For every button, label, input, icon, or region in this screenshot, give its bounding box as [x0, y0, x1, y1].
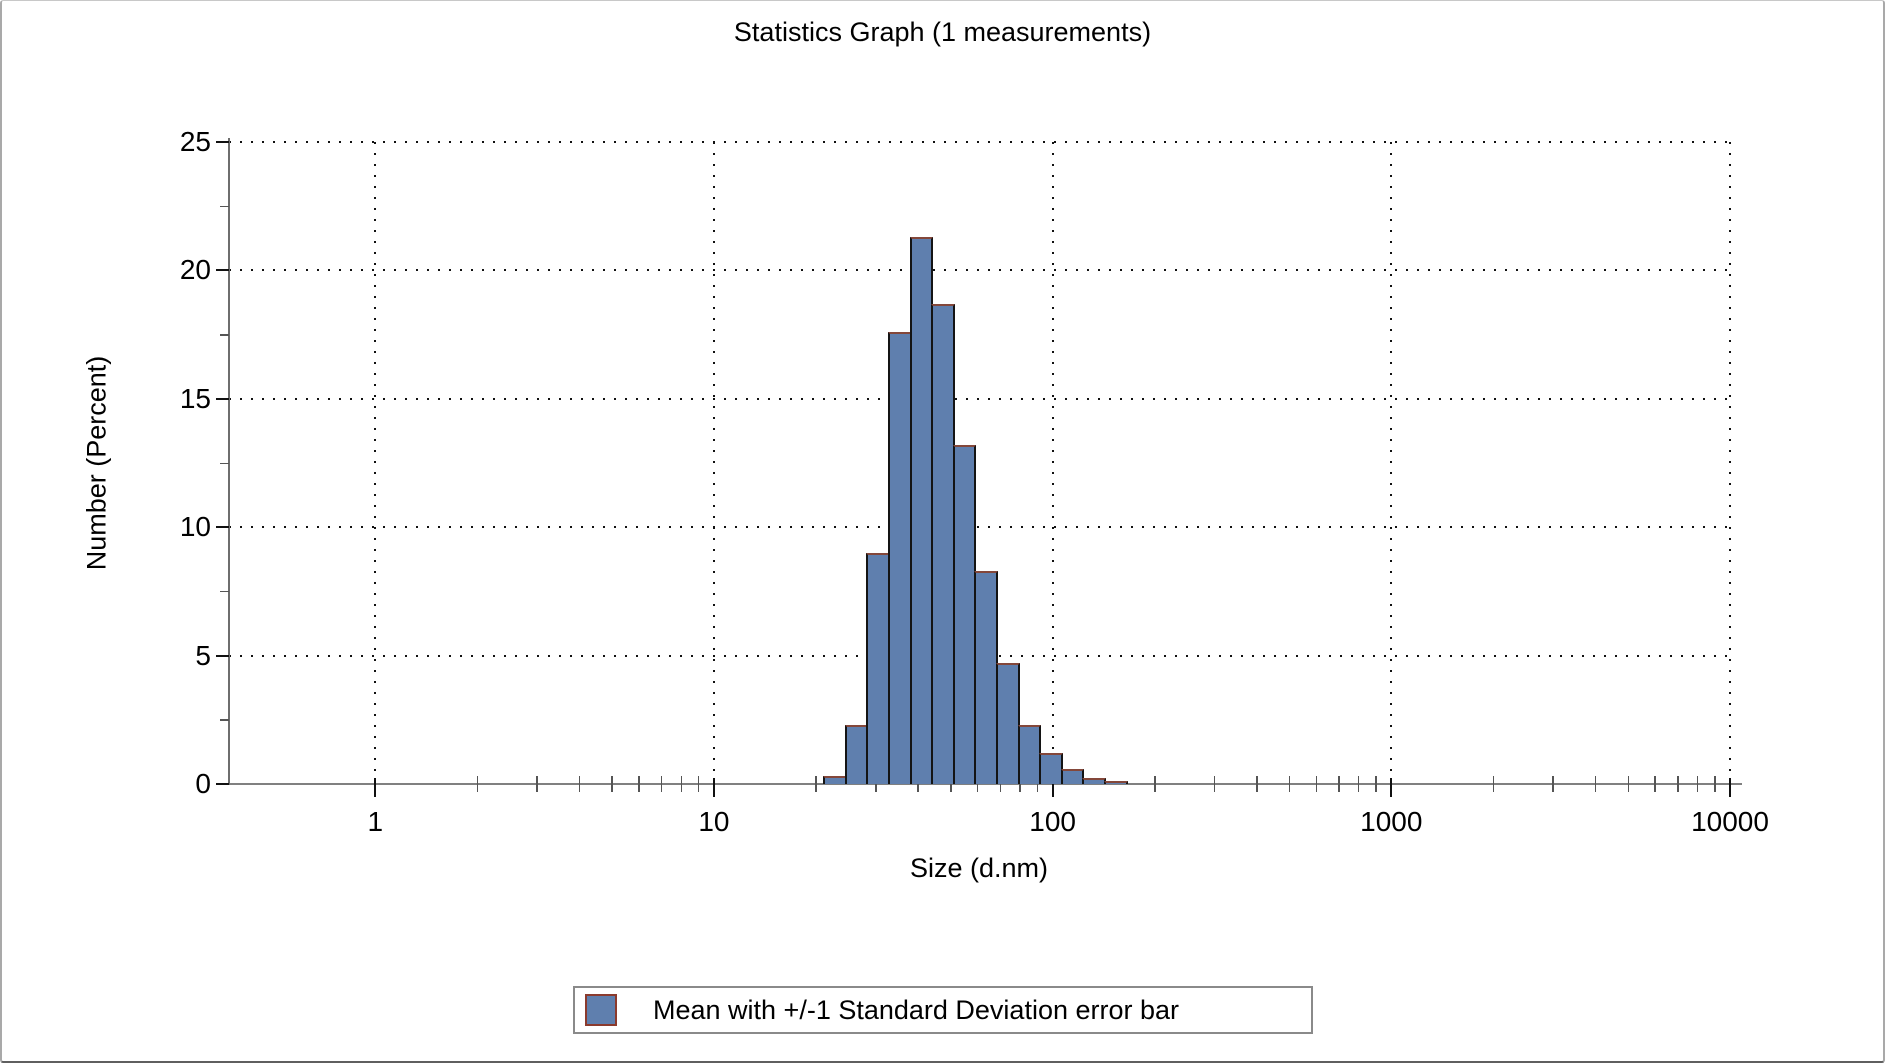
x-minor-tick	[1492, 776, 1495, 792]
y-tick-label: 10	[179, 511, 211, 543]
y-minor-tick	[220, 205, 229, 208]
histogram-bar	[866, 552, 891, 784]
x-minor-tick	[976, 776, 979, 792]
gridline-horizontal	[229, 269, 1730, 272]
histogram-bar	[952, 445, 977, 784]
x-minor-tick	[1375, 776, 1377, 792]
histogram-bar	[1082, 777, 1106, 784]
histogram-bar	[823, 776, 847, 784]
x-minor-tick	[815, 776, 817, 792]
x-minor-tick	[1315, 776, 1318, 792]
y-axis-line	[228, 138, 230, 785]
x-minor-tick	[999, 776, 1002, 792]
x-major-tick	[1051, 778, 1054, 797]
x-tick-label: 10	[698, 806, 730, 837]
gridline-vertical	[1390, 142, 1393, 784]
x-minor-tick	[1154, 776, 1156, 792]
x-minor-tick	[875, 776, 877, 792]
x-minor-tick	[1627, 776, 1630, 792]
x-minor-tick	[1019, 776, 1021, 792]
y-minor-tick	[220, 719, 229, 721]
x-minor-tick	[950, 776, 952, 792]
gridline-vertical	[1051, 142, 1054, 784]
histogram-bar	[931, 303, 955, 784]
x-minor-tick	[1696, 776, 1699, 792]
histogram-bar	[909, 237, 934, 784]
histogram-bar	[888, 332, 912, 784]
x-minor-tick	[1288, 776, 1291, 792]
x-minor-tick	[536, 776, 538, 792]
x-tick-label: 100	[1029, 806, 1076, 837]
x-minor-tick	[476, 776, 479, 792]
x-minor-tick	[1594, 776, 1597, 792]
legend-label: Mean with +/-1 Standard Deviation error …	[653, 994, 1180, 1025]
histogram-bar	[1060, 768, 1085, 784]
y-minor-tick	[220, 334, 229, 336]
x-minor-tick	[1036, 776, 1039, 792]
x-major-tick	[712, 778, 715, 797]
y-tick-label: 0	[195, 768, 211, 799]
x-minor-tick	[611, 776, 613, 792]
y-tick-label: 15	[179, 382, 211, 414]
x-minor-tick	[1338, 776, 1340, 792]
x-axis-label: Size (d.nm)	[909, 853, 1049, 883]
x-minor-tick	[1677, 776, 1679, 792]
chart-title: Statistics Graph (1 measurements)	[733, 17, 1152, 47]
legend-swatch	[585, 994, 617, 1026]
x-major-tick	[1390, 778, 1393, 797]
y-major-tick	[216, 783, 229, 785]
x-minor-tick	[680, 776, 683, 792]
x-minor-tick	[660, 776, 663, 792]
x-axis-line	[229, 783, 1742, 785]
y-major-tick	[216, 141, 229, 143]
y-major-tick	[216, 654, 229, 657]
y-minor-tick	[220, 462, 229, 464]
legend-box: Mean with +/-1 Standard Deviation error …	[573, 986, 1313, 1034]
y-tick-label: 25	[179, 126, 211, 157]
gridline-horizontal	[229, 397, 1730, 400]
x-minor-tick	[1357, 776, 1360, 792]
y-tick-label: 5	[195, 639, 211, 671]
histogram-bar	[974, 570, 999, 784]
y-major-tick	[216, 269, 229, 272]
x-major-tick	[1729, 778, 1731, 797]
x-major-tick	[374, 778, 377, 797]
x-minor-tick	[1714, 776, 1716, 792]
y-minor-tick	[220, 590, 229, 593]
gridline-vertical	[1729, 142, 1731, 784]
y-major-tick	[216, 397, 229, 400]
x-minor-tick	[1552, 776, 1554, 792]
gridline-vertical	[374, 142, 377, 784]
x-minor-tick	[1256, 776, 1258, 792]
histogram-bar	[1039, 753, 1063, 784]
y-major-tick	[216, 526, 229, 529]
gridline-horizontal	[229, 526, 1730, 529]
x-minor-tick	[917, 776, 919, 792]
x-minor-tick	[1654, 776, 1656, 792]
histogram-bar	[996, 663, 1020, 784]
x-tick-label: 1	[367, 806, 384, 837]
x-tick-label: 10000	[1691, 806, 1769, 837]
x-tick-label: 1000	[1360, 806, 1423, 837]
x-minor-tick	[638, 776, 640, 792]
histogram-bar	[1103, 781, 1128, 784]
gridline-vertical	[712, 142, 715, 784]
gridline-horizontal	[229, 141, 1730, 143]
histogram-bar	[1017, 724, 1042, 784]
histogram-bar	[844, 724, 869, 784]
x-minor-tick	[578, 776, 581, 792]
x-minor-tick	[697, 776, 700, 792]
x-minor-tick	[1213, 776, 1216, 792]
y-tick-label: 20	[179, 254, 211, 286]
